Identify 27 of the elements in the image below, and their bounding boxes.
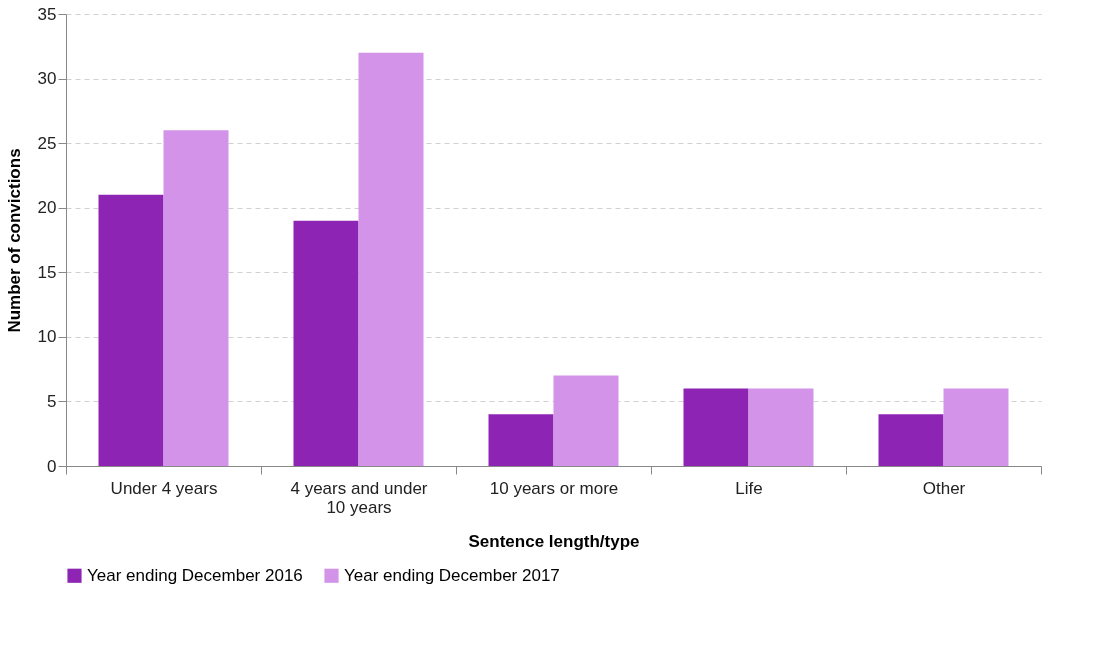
x-tick-label: 4 years and under 10 years (290, 478, 428, 517)
x-tick-label: Under 4 years (110, 478, 218, 498)
bar (358, 52, 424, 466)
bar (293, 220, 359, 466)
bar (943, 388, 1009, 466)
y-tick-label: 25 (37, 133, 57, 153)
x-tick-label: Other (922, 478, 966, 498)
bar (553, 375, 619, 466)
y-tick-label: 20 (37, 198, 57, 218)
bar (748, 388, 814, 466)
bar (683, 388, 749, 466)
x-tick-label: 10 years or more (489, 478, 619, 498)
bar (163, 130, 229, 466)
y-tick-label: 15 (37, 262, 57, 282)
x-tick-label: Life (735, 478, 763, 498)
bar (488, 414, 554, 466)
legend-label: Year ending December 2017 (344, 565, 560, 585)
y-axis-title: Number of convictions (4, 148, 24, 333)
y-tick-label: 10 (37, 327, 57, 347)
bar (98, 194, 164, 466)
bar (878, 414, 944, 466)
y-tick-label: 5 (47, 391, 57, 411)
y-tick-label: 0 (47, 456, 57, 476)
y-tick-label: 30 (37, 69, 57, 89)
legend-label: Year ending December 2016 (87, 565, 303, 585)
y-tick-label: 35 (37, 4, 57, 24)
x-axis-title: Sentence length/type (468, 531, 640, 551)
